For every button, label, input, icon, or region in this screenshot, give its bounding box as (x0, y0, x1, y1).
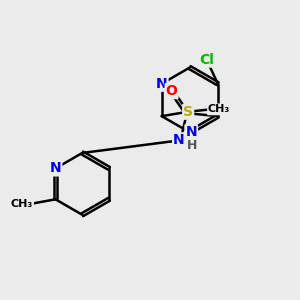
Text: CH₃: CH₃ (208, 104, 230, 114)
Text: CH₃: CH₃ (11, 199, 33, 209)
Text: N: N (156, 77, 167, 91)
Text: N: N (50, 161, 61, 176)
Text: O: O (166, 84, 178, 98)
Text: S: S (183, 105, 193, 119)
Text: H: H (186, 139, 197, 152)
Text: N: N (173, 133, 185, 147)
Text: N: N (185, 125, 197, 139)
Text: Cl: Cl (199, 52, 214, 67)
